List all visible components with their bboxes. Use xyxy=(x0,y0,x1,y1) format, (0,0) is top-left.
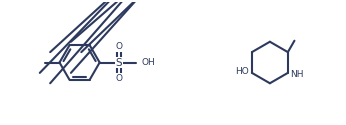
Text: S: S xyxy=(115,58,122,68)
Text: HO: HO xyxy=(235,67,249,76)
Text: O: O xyxy=(115,42,122,51)
Text: NH: NH xyxy=(290,70,303,79)
Text: O: O xyxy=(115,74,122,83)
Text: OH: OH xyxy=(141,58,155,67)
